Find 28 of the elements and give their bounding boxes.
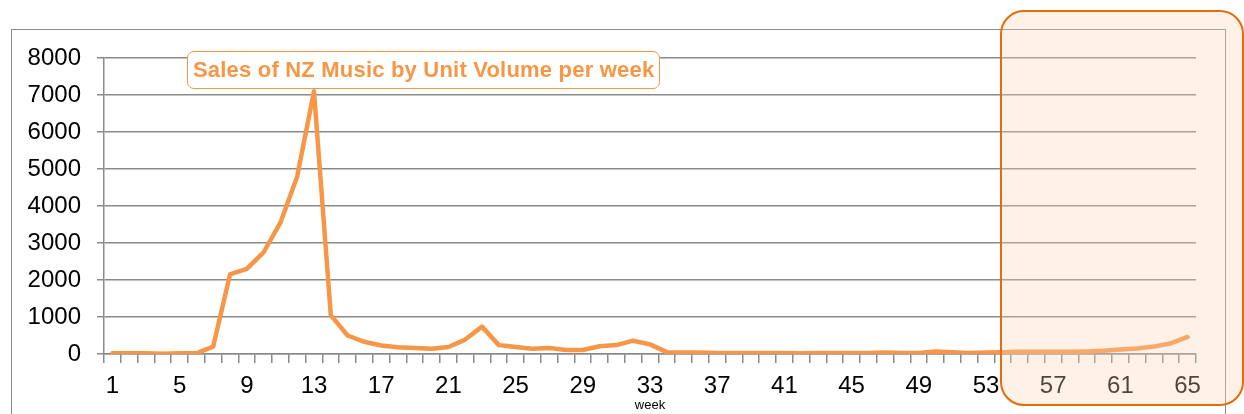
chart-title: Sales of NZ Music by Unit Volume per week [187,51,661,89]
x-tick-label: 25 [502,371,529,399]
x-tick-label: 45 [838,371,865,399]
y-tick-label: 1000 [27,301,81,329]
x-tick-label: 29 [569,371,597,399]
x-tick-label: 13 [300,371,328,399]
x-tick-label: 21 [435,371,462,399]
y-tick-label: 8000 [27,42,81,70]
y-tick-label: 7000 [27,79,81,107]
x-tick-label: 61 [1107,371,1134,399]
y-tick-label: 0 [67,338,81,366]
x-tick-label: 57 [1039,371,1067,399]
y-tick-label: 4000 [27,190,81,218]
x-tick-label: 65 [1174,371,1201,399]
x-tick-label: 41 [771,371,798,399]
y-tick-label: 6000 [27,116,81,144]
x-tick-label: 33 [636,371,664,399]
x-tick-label: 53 [972,371,1000,399]
y-tick-label: 3000 [27,227,81,255]
y-tick-label: 2000 [27,264,81,292]
x-tick-label: 49 [905,371,933,399]
x-axis-title: week [633,396,666,412]
x-tick-label: 1 [105,371,120,399]
x-tick-label: 17 [367,371,395,399]
x-tick-label: 37 [703,371,731,399]
x-tick-label: 5 [172,371,187,399]
y-tick-label: 5000 [27,153,81,181]
x-tick-label: 9 [240,371,254,399]
